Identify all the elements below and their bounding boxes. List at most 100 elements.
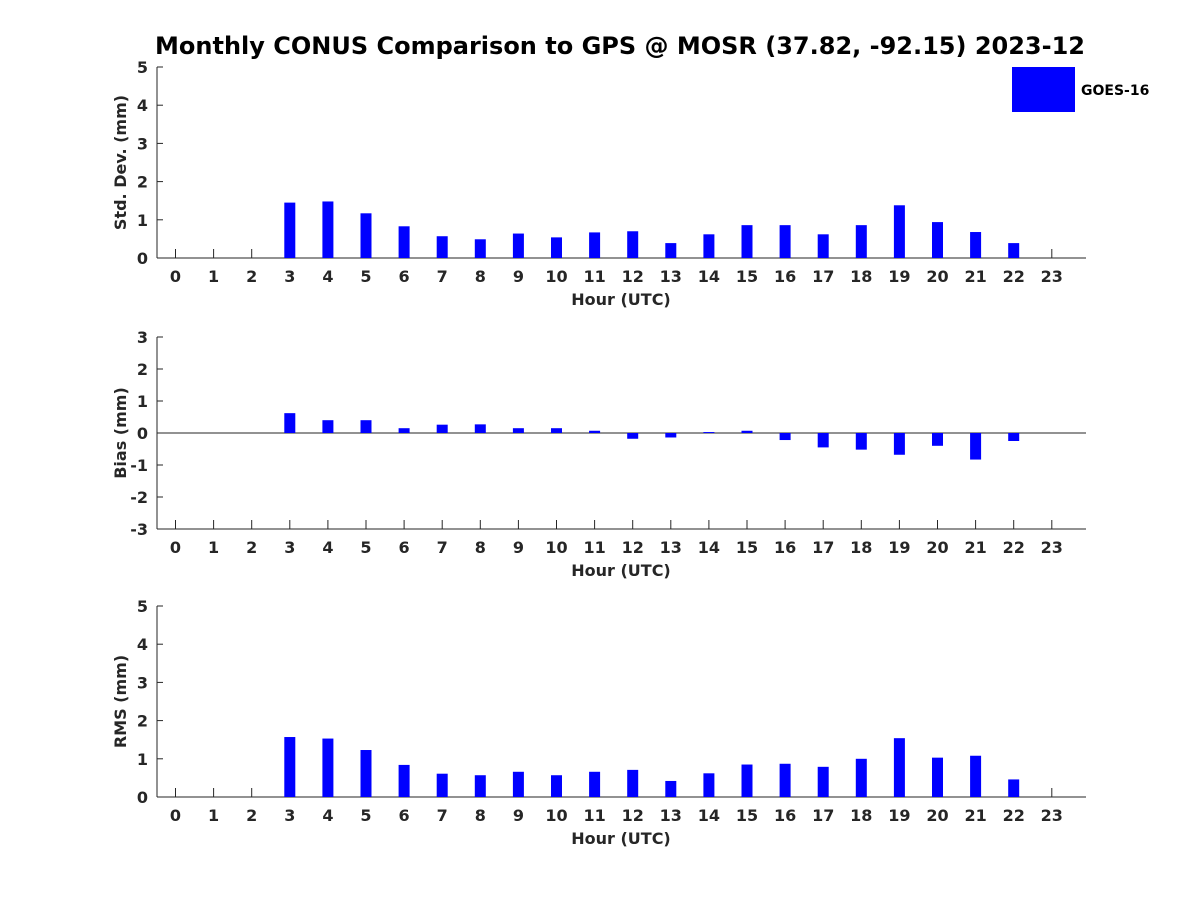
rms-bar-hour-8: [474, 775, 486, 797]
rms-x-tick-label: 4: [322, 806, 333, 825]
rms-bar-hour-10: [551, 775, 562, 797]
std-dev-bar-hour-19: [893, 205, 905, 258]
rms-y-tick-label: 0: [137, 788, 148, 807]
std-dev-x-tick-label: 10: [545, 267, 567, 286]
bias-x-tick-label: 7: [437, 538, 448, 557]
bias-x-tick-label: 3: [284, 538, 295, 557]
rms-bar-hour-17: [817, 766, 829, 797]
bias-bar-hour-21: [970, 433, 982, 460]
rms-x-tick-label: 7: [437, 806, 448, 825]
std-dev-x-tick-label: 11: [583, 267, 605, 286]
bias-y-tick-label: 2: [137, 360, 148, 379]
std-dev-x-tick-label: 22: [1003, 267, 1025, 286]
std-dev-x-tick-label: 23: [1041, 267, 1063, 286]
std-dev-y-tick-label: 2: [137, 173, 148, 192]
bias-x-tick-label: 4: [322, 538, 333, 557]
rms-x-tick-label: 15: [736, 806, 758, 825]
rms-y-tick-label: 5: [137, 597, 148, 616]
rms-x-tick-label: 17: [812, 806, 834, 825]
std-dev-bar-hour-4: [322, 201, 334, 258]
std-dev-x-tick-label: 14: [698, 267, 720, 286]
bias-x-tick-label: 23: [1041, 538, 1063, 557]
std-dev-bar-hour-9: [512, 233, 524, 258]
rms-y-axis-label: RMS (mm): [111, 655, 130, 748]
bias-x-tick-label: 13: [660, 538, 682, 557]
rms-x-tick-label: 14: [698, 806, 720, 825]
bias-x-tick-label: 12: [622, 538, 644, 557]
chart-title: Monthly CONUS Comparison to GPS @ MOSR (…: [155, 32, 1085, 60]
bias-bar-hour-15: [741, 430, 753, 433]
rms-x-tick-label: 12: [622, 806, 644, 825]
bias-bar-hour-5: [360, 420, 372, 433]
std-dev-x-tick-label: 7: [437, 267, 448, 286]
std-dev-x-tick-label: 16: [774, 267, 796, 286]
bias-y-tick-label: -1: [130, 456, 148, 475]
bias-bar-hour-3: [284, 413, 296, 433]
rms-bar-hour-7: [436, 773, 448, 797]
bias-bar-hour-17: [817, 433, 829, 448]
bias-bar-hour-16: [779, 433, 791, 441]
std-dev-y-tick-label: 3: [137, 134, 148, 153]
std-dev-bar-hour-17: [817, 234, 829, 258]
std-dev-bar-hour-12: [627, 231, 639, 258]
bias-x-tick-label: 9: [513, 538, 524, 557]
rms-x-tick-label: 1: [208, 806, 219, 825]
std-dev-x-tick-label: 1: [208, 267, 219, 286]
bias-x-tick-label: 19: [888, 538, 910, 557]
legend-label: GOES-16: [1081, 83, 1149, 99]
bias-x-tick-label: 8: [475, 538, 486, 557]
rms-x-tick-label: 20: [926, 806, 948, 825]
rms-bar-hour-21: [970, 755, 982, 797]
rms-x-tick-label: 22: [1003, 806, 1025, 825]
std-dev-y-axis-label: Std. Dev. (mm): [111, 95, 130, 230]
rms-x-axis-label: Hour (UTC): [571, 829, 671, 848]
bias-x-tick-label: 14: [698, 538, 720, 557]
std-dev-x-tick-label: 4: [322, 267, 333, 286]
std-dev-bar-hour-21: [970, 232, 982, 258]
rms-x-tick-label: 3: [284, 806, 295, 825]
bias-x-tick-label: 2: [246, 538, 257, 557]
std-dev-bar-hour-11: [589, 232, 601, 258]
bias-bar-hour-22: [1008, 433, 1020, 441]
rms-bar-hour-20: [932, 757, 943, 797]
bias-x-tick-label: 21: [964, 538, 986, 557]
rms-x-tick-label: 6: [399, 806, 410, 825]
rms-x-tick-label: 21: [964, 806, 986, 825]
std-dev-x-tick-label: 3: [284, 267, 295, 286]
bias-x-tick-label: 20: [926, 538, 948, 557]
rms-bar-hour-18: [855, 758, 867, 797]
std-dev-x-tick-label: 15: [736, 267, 758, 286]
std-dev-y-tick-label: 4: [137, 96, 148, 115]
std-dev-bar-hour-18: [855, 225, 867, 258]
bias-x-tick-label: 0: [170, 538, 181, 557]
std-dev-x-tick-label: 5: [360, 267, 371, 286]
bias-x-tick-label: 16: [774, 538, 796, 557]
rms-x-tick-label: 19: [888, 806, 910, 825]
rms-bar-hour-11: [589, 771, 601, 797]
rms-bar-hour-9: [512, 771, 524, 797]
rms-y-tick-label: 3: [137, 673, 148, 692]
std-dev-x-tick-label: 19: [888, 267, 910, 286]
rms-x-tick-label: 8: [475, 806, 486, 825]
std-dev-x-tick-label: 2: [246, 267, 257, 286]
std-dev-x-tick-label: 8: [475, 267, 486, 286]
bias-bar-hour-7: [436, 424, 448, 433]
rms-bar-hour-14: [703, 773, 715, 797]
rms-x-tick-label: 18: [850, 806, 872, 825]
bias-bar-hour-20: [932, 433, 943, 446]
bias-y-tick-label: -2: [130, 488, 148, 507]
rms-y-tick-label: 4: [137, 635, 148, 654]
bias-y-axis-label: Bias (mm): [111, 387, 130, 479]
rms-x-tick-label: 10: [545, 806, 567, 825]
rms-x-tick-label: 23: [1041, 806, 1063, 825]
rms-x-tick-label: 13: [660, 806, 682, 825]
rms-y-tick-label: 1: [137, 750, 148, 769]
bias-bar-hour-6: [398, 428, 410, 433]
bias-x-tick-label: 18: [850, 538, 872, 557]
std-dev-bar-hour-14: [703, 234, 715, 258]
std-dev-x-tick-label: 0: [170, 267, 181, 286]
rms-x-tick-label: 2: [246, 806, 257, 825]
